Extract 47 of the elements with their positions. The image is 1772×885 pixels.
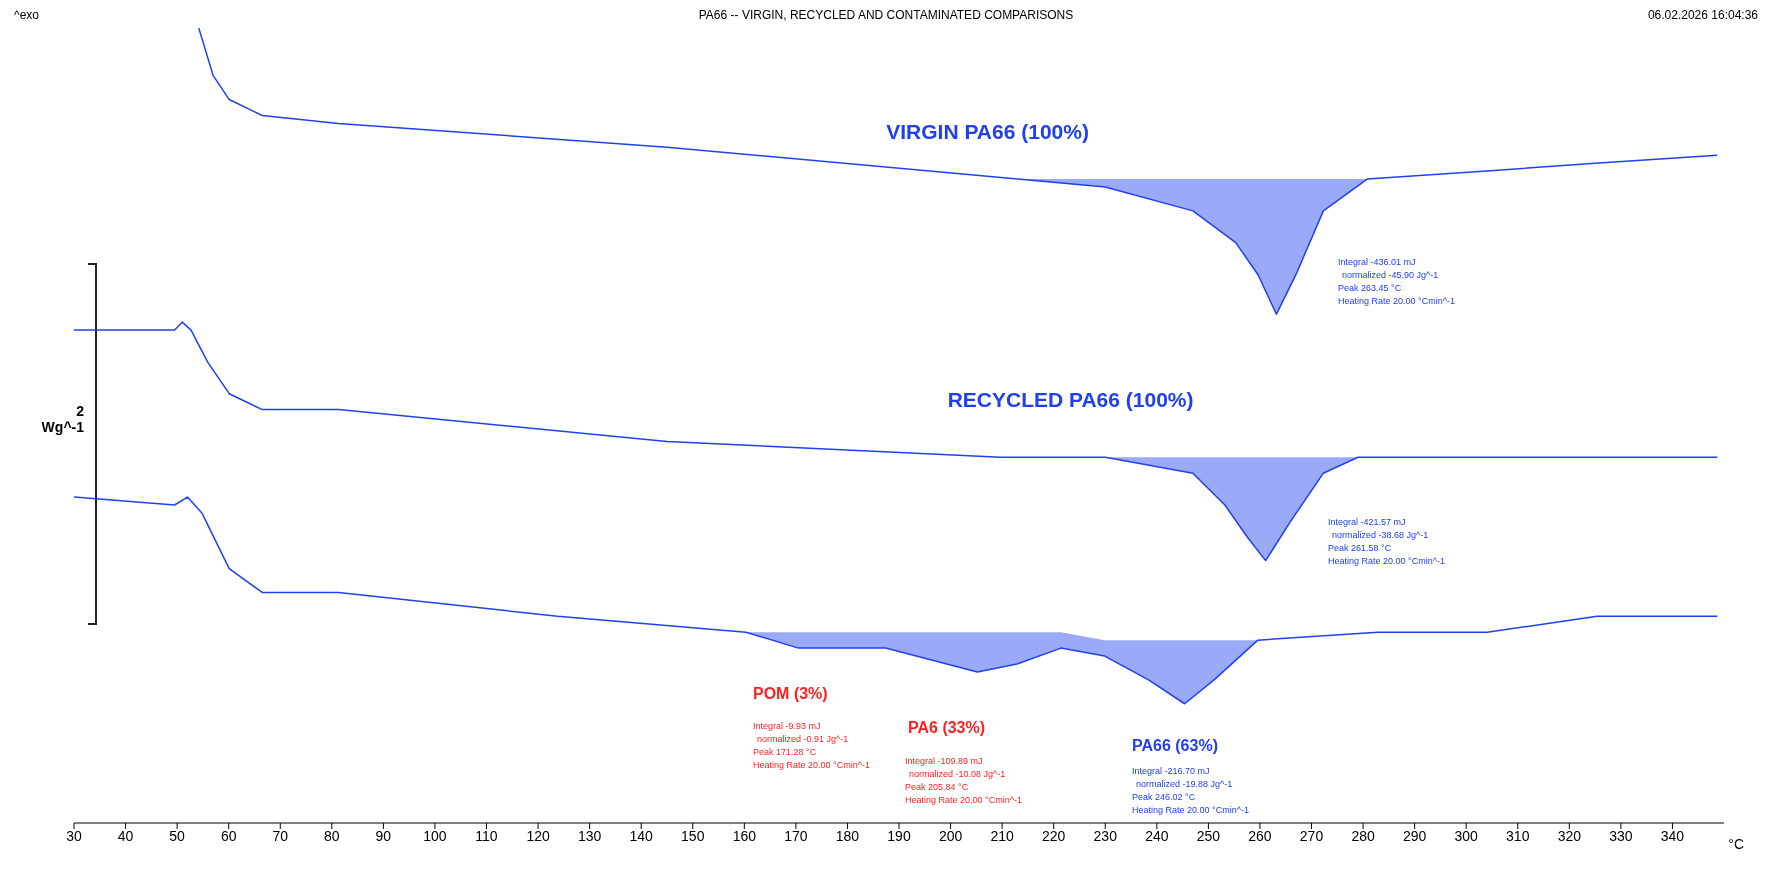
x-tick-label: 140	[629, 827, 654, 844]
text: RECYCLED PA66 (100%)	[947, 388, 1194, 412]
x-tick-label: 210	[990, 827, 1015, 844]
x-tick-label: 240	[1145, 827, 1169, 844]
x-tick-label: 270	[1299, 827, 1324, 844]
x-tick-label: 160	[732, 827, 757, 844]
x-tick-label: 310	[1506, 827, 1530, 844]
series-label: VIRGIN PA66 (100%)	[886, 120, 1089, 144]
annotation: PA66 (63%)	[1132, 736, 1218, 756]
x-tick-label: 40	[117, 827, 134, 844]
x-tick-label: 170	[784, 827, 808, 844]
x-tick-label: 200	[938, 827, 963, 844]
x-tick-label: 320	[1557, 827, 1582, 844]
annotation: Integral -216.70 mJ normalized -19.88 Jg^-1 Peak 246.02 °C Heating Rate 20.00 °Cmin^-1	[1132, 765, 1249, 817]
x-tick-label: 80	[324, 827, 340, 844]
text: ^exo	[14, 8, 39, 22]
x-tick-label: 50	[169, 827, 186, 844]
annotation: 2 Wg^-1	[40, 403, 84, 435]
x-tick-label: 30	[66, 827, 82, 844]
x-tick-label: 110	[475, 827, 498, 844]
annotation: Integral -109.89 mJ normalized -10.08 Jg^-1 Peak 205.84 °C Heating Rate 20.00 °Cmin^-1	[905, 755, 1022, 807]
text: 06.02.2026 16:04:36	[1647, 8, 1758, 22]
annotation: POM (3%)	[753, 684, 828, 704]
annotation: Integral -436.01 mJ normalized -45.90 Jg^-1 Peak 263.45 °C Heating Rate 20.00 °Cmin^-1	[1338, 256, 1455, 308]
x-tick-label: 290	[1402, 827, 1427, 844]
x-tick-label: 220	[1042, 827, 1066, 844]
chart-title: PA66 -- VIRGIN, RECYCLED AND CONTAMINATED COMPARISONS	[698, 8, 1074, 22]
x-tick-label: 300	[1454, 827, 1479, 844]
x-tick-label: 100	[423, 827, 447, 844]
x-tick-label: 330	[1609, 827, 1633, 844]
annotation: Integral -9.93 mJ normalized -0.91 Jg^-1 Peak 171.28 °C Heating Rate 20.00 °Cmin^-1	[753, 720, 870, 772]
annotation: PA6 (33%)	[908, 718, 986, 738]
annotation: Integral -421.57 mJ normalized -38.68 Jg^-1 Peak 261.58 °C Heating Rate 20.00 °Cmin^-1	[1328, 516, 1445, 568]
x-tick-label: 250	[1196, 827, 1221, 844]
x-tick-label: 280	[1351, 827, 1375, 844]
x-tick-label: 70	[272, 827, 289, 844]
x-axis-title: °C	[1728, 836, 1744, 852]
x-tick-label: 180	[835, 827, 860, 844]
x-tick-label: 130	[577, 827, 602, 844]
x-tick-label: 340	[1660, 827, 1685, 844]
x-tick-label: 120	[526, 827, 550, 844]
x-tick-label: 230	[1093, 827, 1118, 844]
x-tick-label: 190	[887, 827, 911, 844]
x-tick-label: 150	[681, 827, 705, 844]
x-tick-label: 260	[1248, 827, 1272, 844]
x-tick-label: 60	[220, 827, 237, 844]
x-tick-label: 90	[375, 827, 392, 844]
